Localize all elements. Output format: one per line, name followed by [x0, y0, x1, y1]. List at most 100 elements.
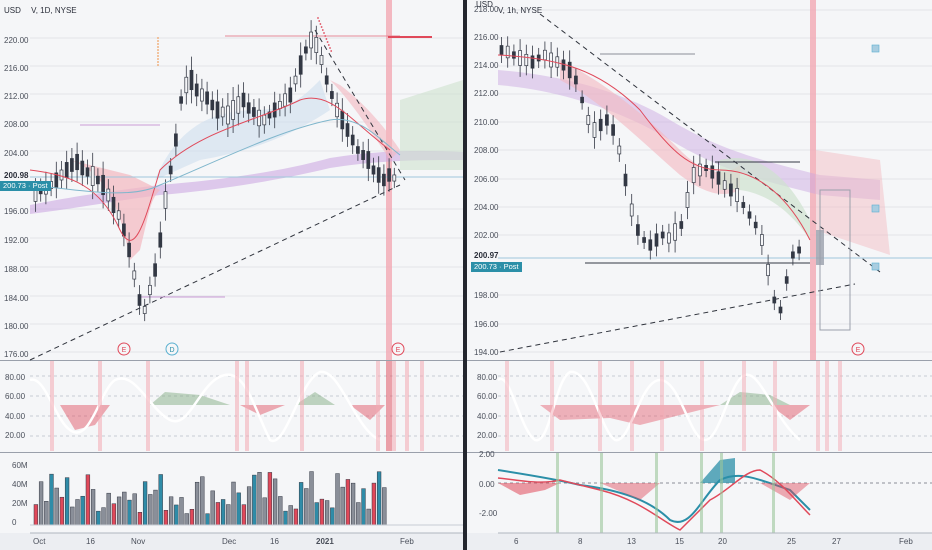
price-tick-label: 212.00: [4, 92, 29, 101]
candle: [148, 284, 152, 296]
candle: [392, 174, 397, 182]
right-last-price-tag: 200.73 · Post: [471, 262, 522, 272]
time-tick-label: 25: [787, 537, 796, 546]
candle: [116, 210, 121, 220]
moving-average: [497, 54, 811, 241]
candle: [288, 87, 293, 103]
time-tick-label: 2021: [316, 537, 334, 546]
price-tick-label: 200.97: [474, 251, 499, 260]
candle: [324, 75, 329, 85]
candle: [350, 134, 355, 146]
volume-tick-label: 20M: [12, 499, 28, 508]
price-tick-label: 200.98: [4, 171, 29, 180]
candle: [267, 111, 272, 119]
signal-band: [700, 453, 703, 533]
candle: [722, 180, 727, 190]
candle: [574, 75, 578, 85]
signal-dot: [323, 32, 325, 34]
candle: [784, 276, 789, 284]
time-tick-label: Feb: [899, 537, 913, 546]
candle: [530, 55, 535, 69]
time-tick-label: 15: [675, 537, 684, 546]
trend-line: [539, 13, 881, 273]
candle: [642, 237, 646, 243]
earnings-marker: [391, 342, 405, 356]
left-header: USD V, 1D, NYSE: [4, 6, 77, 15]
earnings-marker: [117, 342, 131, 356]
candle: [636, 224, 640, 236]
candle: [580, 96, 584, 104]
candle: [698, 163, 702, 177]
time-tick-label: 16: [270, 537, 279, 546]
candle: [257, 109, 261, 127]
currency-label: USD: [476, 0, 493, 9]
candle: [518, 50, 522, 66]
signal-dot: [329, 47, 331, 49]
time-tick-label: Oct: [33, 537, 46, 546]
candle: [293, 75, 298, 85]
symbol-title[interactable]: V, 1D, NYSE: [31, 6, 77, 15]
signal-band: [300, 361, 304, 451]
price-tick-label: 194.00: [474, 348, 499, 357]
ma-cloud: [498, 70, 880, 200]
candle: [760, 234, 764, 246]
oscillator-tick-label: 40.00: [477, 412, 498, 421]
right-pane-separator[interactable]: [467, 360, 932, 361]
candle: [716, 171, 721, 185]
candle: [586, 115, 591, 125]
candle: [747, 211, 752, 219]
signal-band: [405, 361, 409, 451]
signal-dot: [325, 38, 328, 40]
trend-line: [499, 283, 856, 353]
alert-marker: [871, 262, 880, 271]
candle: [654, 233, 659, 247]
candle: [158, 232, 163, 248]
symbol-title[interactable]: V, 1h, NYSE: [498, 6, 543, 15]
time-tick-label: 16: [86, 537, 95, 546]
layout-divider[interactable]: [463, 0, 467, 550]
right-indicator-pane[interactable]: [467, 453, 932, 533]
signal-dot: [327, 44, 330, 46]
left-pane-separator[interactable]: [0, 360, 463, 361]
candle: [111, 196, 116, 214]
candle: [142, 306, 147, 314]
signal-dot: [330, 50, 333, 52]
candle: [797, 246, 801, 254]
oscillator-histogram: [240, 405, 285, 415]
candle: [137, 294, 142, 306]
price-tick-label: 206.00: [474, 175, 499, 184]
signal-band: [146, 361, 150, 451]
left-pane-separator[interactable]: [0, 452, 463, 453]
candle: [673, 223, 677, 241]
candle: [101, 174, 105, 196]
candle: [505, 45, 510, 59]
signal-dot: [317, 17, 319, 19]
candle: [309, 31, 313, 49]
signal-dot: [157, 49, 159, 51]
price-tick-label: 202.00: [474, 231, 499, 240]
volume-tick-label: 0: [12, 518, 17, 527]
signal-dot: [157, 64, 159, 66]
price-tick-label: 212.00: [474, 89, 499, 98]
candle: [241, 92, 246, 108]
time-tick-label: Dec: [222, 537, 237, 546]
earnings-marker-label: E: [122, 347, 127, 354]
signal-band: [598, 361, 602, 451]
signal-band: [600, 453, 603, 533]
signal-dot: [157, 46, 159, 48]
candle: [791, 251, 795, 259]
volume-tick-label: 60M: [12, 461, 28, 470]
candle: [226, 105, 230, 125]
candle: [96, 175, 100, 185]
oscillator-histogram: [60, 405, 110, 430]
candle: [623, 173, 628, 187]
candle: [778, 306, 783, 314]
candle: [691, 167, 696, 183]
signal-band: [50, 361, 54, 451]
candle: [735, 188, 739, 202]
candle: [236, 96, 241, 114]
right-header: V, 1h, NYSE: [498, 6, 542, 15]
right-pane-separator[interactable]: [467, 452, 932, 453]
